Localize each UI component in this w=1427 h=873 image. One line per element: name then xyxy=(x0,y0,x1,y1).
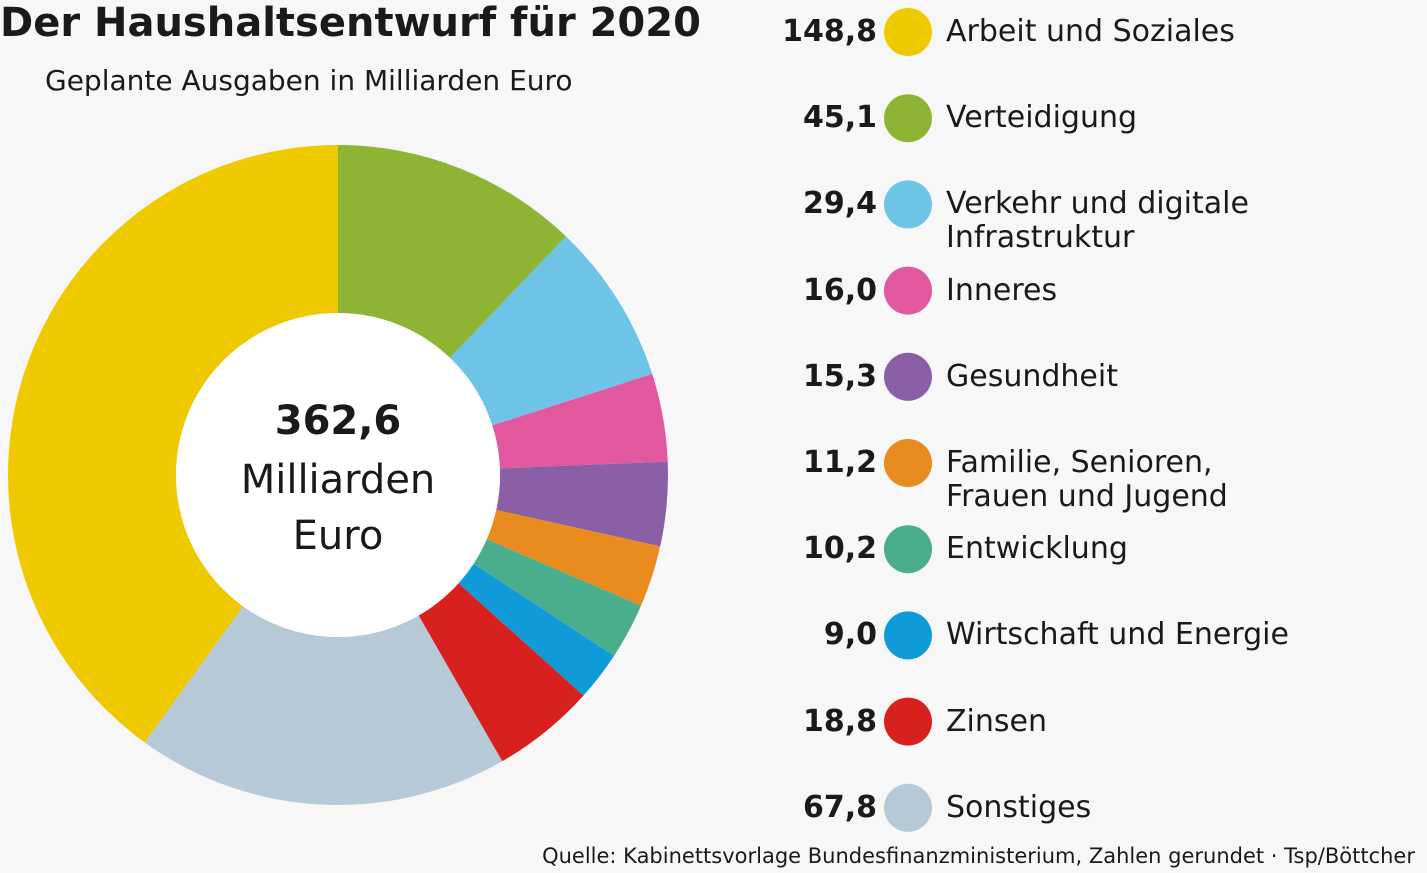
legend-value: 67,8 xyxy=(802,789,877,825)
donut-slice xyxy=(449,236,653,426)
legend-swatch xyxy=(884,783,932,832)
legend-value: 16,0 xyxy=(802,272,877,308)
donut-slice xyxy=(418,583,584,762)
donut-slice xyxy=(496,461,668,547)
donut-hole xyxy=(176,313,500,637)
legend-swatch xyxy=(884,8,932,56)
donut-slice xyxy=(8,145,338,743)
center-total: 362,6 xyxy=(274,398,402,444)
legend-swatch xyxy=(884,352,932,401)
legend-value: 18,8 xyxy=(802,703,877,739)
donut-slice xyxy=(144,606,503,805)
legend-label: Zinsen xyxy=(946,703,1048,739)
legend-label: Entwicklung xyxy=(946,531,1128,567)
donut-slice xyxy=(473,539,641,656)
legend-label: Wirtschaft und Energie xyxy=(946,617,1289,653)
chart-subtitle: Geplante Ausgaben in Milliarden Euro xyxy=(45,64,573,97)
donut-slice xyxy=(458,563,615,696)
legend-value: 15,3 xyxy=(802,358,877,394)
donut-slice xyxy=(486,510,661,606)
legend-value: 11,2 xyxy=(802,445,877,480)
legend-label: Familie, Senioren, Frauen und Jugend xyxy=(946,445,1228,514)
legend-value: 148,8 xyxy=(782,14,877,49)
legend-swatch xyxy=(884,697,932,746)
chart-title: Der Haushaltsentwurf für 2020 xyxy=(0,0,701,46)
legend-value: 9,0 xyxy=(823,617,877,653)
legend-swatch xyxy=(884,439,932,487)
legend-value: 29,4 xyxy=(802,186,877,222)
legend-swatch xyxy=(884,180,932,229)
legend-label: Inneres xyxy=(946,272,1058,308)
legend-value: 10,2 xyxy=(802,531,877,567)
legend-value: 45,1 xyxy=(802,100,877,136)
legend-label: Arbeit und Soziales xyxy=(946,14,1235,49)
legend-label: Sonstiges xyxy=(946,789,1092,825)
legend-swatch xyxy=(884,94,932,143)
source: Quelle: Kabinettsvorlage Bundesfinanzmin… xyxy=(542,844,1415,868)
legend-swatch xyxy=(884,611,932,660)
legend-label: Verteidigung xyxy=(946,100,1138,136)
legend-label: Verkehr und digitale Infrastruktur xyxy=(946,186,1249,256)
legend-swatch xyxy=(884,525,932,574)
legend-swatch xyxy=(884,266,932,315)
donut-slice xyxy=(338,145,566,358)
center-text: Milliarden Euro xyxy=(240,457,436,559)
legend-label: Gesundheit xyxy=(946,358,1118,394)
donut-slice xyxy=(492,373,668,469)
